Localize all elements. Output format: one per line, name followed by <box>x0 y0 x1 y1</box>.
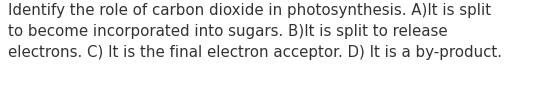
Text: Identify the role of carbon dioxide in photosynthesis. A)It is split
to become i: Identify the role of carbon dioxide in p… <box>8 3 502 60</box>
